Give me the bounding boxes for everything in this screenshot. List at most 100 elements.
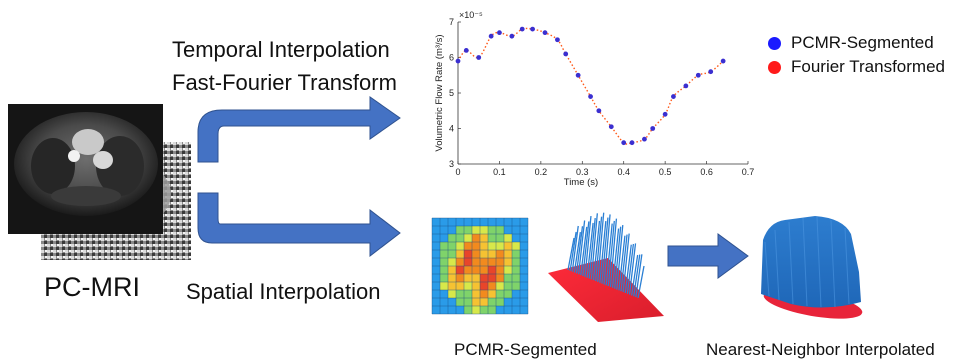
- pcmr-data-point: [662, 111, 668, 117]
- arrows: [197, 96, 401, 258]
- pcmr-data-point: [463, 48, 469, 53]
- heatmap-cell: [448, 250, 456, 258]
- heatmap-cell: [464, 298, 472, 306]
- velocity-vector: [580, 226, 588, 276]
- heatmap-cell: [464, 306, 472, 314]
- heatmap-cell: [456, 266, 464, 274]
- pcmr-data-point: [720, 58, 726, 64]
- pcmr-data-point: [455, 58, 461, 64]
- velocity-vector: [601, 217, 609, 284]
- pcmr-data-point: [497, 30, 502, 36]
- velocity-vector: [633, 254, 641, 297]
- velocity-vector: [575, 226, 584, 274]
- heatmap-cell: [504, 282, 512, 290]
- legend-dot-blue: [768, 36, 781, 50]
- heatmap-cell: [504, 258, 512, 266]
- heatmap-cell: [456, 282, 464, 290]
- heatmap-cell: [496, 290, 504, 298]
- heatmap-cell: [440, 250, 448, 258]
- velocity-vector: [594, 216, 603, 282]
- x-tick-label: 0.4: [617, 167, 630, 177]
- pcmr-data-point: [695, 72, 701, 78]
- pcmr-data-point: [476, 55, 482, 60]
- heatmap-cell: [448, 242, 456, 250]
- heatmap-cell: [512, 282, 520, 290]
- heatmap-cell: [488, 290, 496, 298]
- y-tick-label: 4: [449, 124, 454, 134]
- heatmap-cell: [496, 266, 504, 274]
- heatmap-cell: [504, 234, 512, 242]
- legend-label-pcmr: PCMR-Segmented: [791, 33, 934, 52]
- heatmap-cell: [488, 250, 496, 258]
- heatmap-cell: [440, 266, 448, 274]
- velocity-vector: [635, 254, 643, 298]
- pcmr-segmented-caption: PCMR-Segmented: [454, 340, 597, 359]
- heatmap-cell: [512, 242, 520, 250]
- heatmap-cell: [496, 226, 504, 234]
- heatmap-cell: [472, 226, 480, 234]
- heatmap-cell: [496, 258, 504, 266]
- pcmr-data-point: [708, 69, 714, 75]
- temporal-interpolation-label: Temporal Interpolation: [172, 37, 390, 62]
- heatmap-cell: [472, 234, 480, 242]
- pcmr-data-point: [542, 30, 548, 36]
- pcmr-data-point: [488, 33, 494, 39]
- y-tick-label: 5: [449, 88, 454, 98]
- velocity-vector: [626, 243, 635, 294]
- velocity-vector: [577, 220, 586, 275]
- pcmr-data-point: [575, 72, 581, 78]
- temporal-arrow: [197, 96, 401, 163]
- spatial-interpolation-label: Spatial Interpolation: [186, 279, 381, 304]
- heatmap-cell: [456, 234, 464, 242]
- velocity-vector: [618, 235, 626, 291]
- heatmap-cell: [464, 258, 472, 266]
- heatmap-cell: [472, 258, 480, 266]
- pcmr-data-point: [650, 126, 656, 131]
- heatmap-cell: [512, 266, 520, 274]
- y-tick-label: 6: [449, 53, 454, 63]
- heatmap-cell: [480, 258, 488, 266]
- heatmap-cell: [504, 274, 512, 282]
- heatmap-cell: [472, 290, 480, 298]
- pcmr-data-point: [642, 136, 647, 142]
- heatmap-cell: [496, 234, 504, 242]
- x-tick-label: 0.2: [535, 167, 548, 177]
- heatmap-cell: [456, 226, 464, 234]
- heatmap-cell: [472, 306, 480, 314]
- velocity-vector: [597, 212, 605, 282]
- velocity-vector: [630, 254, 639, 296]
- heatmap-cell: [440, 242, 448, 250]
- velocity-vector: [605, 223, 613, 286]
- heatmap-cell: [464, 234, 472, 242]
- heatmap-cell: [504, 290, 512, 298]
- velocity-vector: [616, 225, 624, 290]
- velocity-vector: [567, 237, 575, 271]
- heatmap-cell: [456, 242, 464, 250]
- legend-item-fourier: Fourier Transformed: [768, 57, 945, 77]
- heatmap-cell: [488, 226, 496, 234]
- velocity-vector: [582, 221, 590, 277]
- heatmap-cell: [480, 234, 488, 242]
- heatmap-cell: [472, 282, 480, 290]
- heatmap-cell: [488, 234, 496, 242]
- velocity-vector: [592, 220, 601, 281]
- heatmap-cell: [488, 274, 496, 282]
- heatmap-cell: [480, 306, 488, 314]
- heatmap-cell: [464, 226, 472, 234]
- heatmap-cell: [488, 258, 496, 266]
- legend-item-pcmr: PCMR-Segmented: [768, 33, 934, 53]
- heatmap-cell: [480, 242, 488, 250]
- pc-mri-label: PC-MRI: [44, 272, 140, 302]
- heatmap-cell: [464, 274, 472, 282]
- y-tick-label: 7: [449, 17, 454, 27]
- segmented-3d-profile: [548, 212, 664, 322]
- legend-dot-red: [768, 60, 781, 74]
- heatmap-cell: [472, 274, 480, 282]
- velocity-heatmap-grid: [431, 217, 529, 315]
- heatmap-cell: [464, 282, 472, 290]
- x-tick-label: 0: [455, 167, 460, 177]
- heatmap-cell: [456, 258, 464, 266]
- pcmr-data-point: [671, 94, 676, 99]
- velocity-vector: [586, 222, 594, 278]
- pcmr-data-point: [683, 83, 689, 89]
